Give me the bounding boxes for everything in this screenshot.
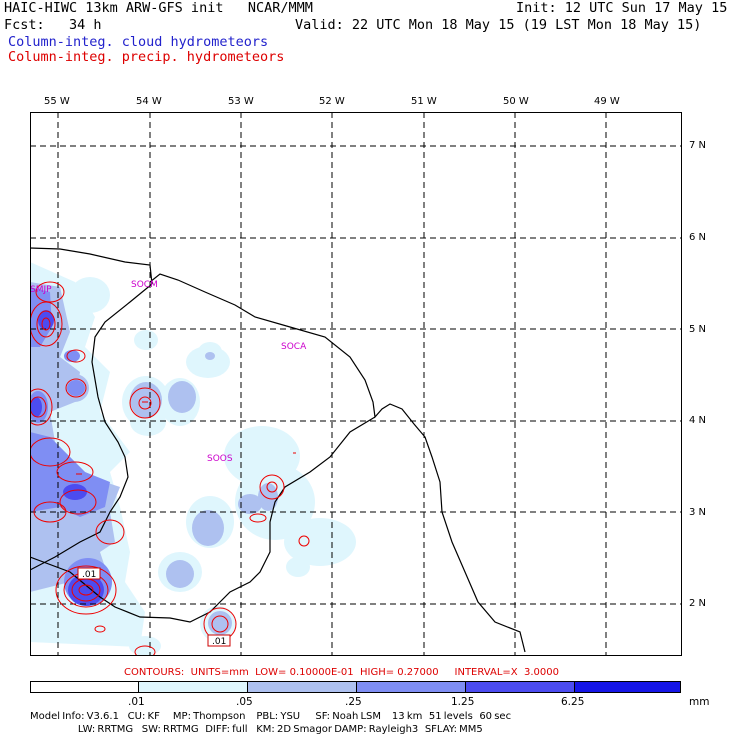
station-label: SOCM xyxy=(131,280,158,290)
cloud-area xyxy=(134,330,158,350)
precip-contour xyxy=(36,310,56,338)
suriname-border xyxy=(30,247,153,285)
legend-bin xyxy=(465,681,575,693)
precip-contour xyxy=(65,378,87,398)
precip-contour xyxy=(35,281,65,303)
cloud-area xyxy=(38,310,54,330)
precip-contour xyxy=(266,481,278,493)
map-boundaries xyxy=(30,247,526,653)
precip-contour xyxy=(30,396,47,418)
precip-contour xyxy=(95,519,125,545)
cloud-area xyxy=(258,483,278,511)
precip-contours xyxy=(30,281,310,656)
contour-label: .01 xyxy=(82,570,96,580)
cloud-area xyxy=(63,484,87,500)
legend-bin xyxy=(138,681,248,693)
contour-info: CONTOURS: UNITS=mm LOW= 0.10000E-01 HIGH… xyxy=(124,667,559,678)
cloud-area xyxy=(64,350,80,362)
lon-label: 52 W xyxy=(319,96,345,107)
cloud-area xyxy=(168,381,196,413)
legend-bin xyxy=(574,681,681,693)
contour-label-box xyxy=(207,634,231,647)
lon-label: 50 W xyxy=(503,96,529,107)
cloud-area xyxy=(70,277,110,313)
lat-label: 6 N xyxy=(689,232,707,243)
precip-contour xyxy=(30,388,53,426)
cloud-area xyxy=(30,282,120,592)
markers xyxy=(76,401,296,475)
cloud-area xyxy=(238,494,262,514)
model-info-line2: LW: RRTMG SW: RRTMG DIFF: full KM: 2D Sm… xyxy=(30,724,483,735)
cloud-area xyxy=(166,560,194,588)
forecast-hour: Fcst: 34 h xyxy=(4,17,102,33)
precip-contour xyxy=(55,565,117,615)
precip-contour xyxy=(138,396,152,410)
precip-contour xyxy=(298,535,310,547)
precip-contour xyxy=(56,461,94,483)
cloud-area xyxy=(30,432,110,517)
legend-tick: 1.25 xyxy=(451,696,475,708)
legend-tick: .25 xyxy=(345,696,362,708)
legend-tick: .05 xyxy=(236,696,253,708)
station-label: SOOS xyxy=(207,454,233,464)
precip-contour xyxy=(66,349,86,363)
lat-label: 5 N xyxy=(689,324,707,335)
precip-contour xyxy=(41,317,51,331)
field-cloud-label: Column-integ. cloud hydrometeors xyxy=(8,34,269,50)
precip-contour xyxy=(33,501,67,523)
contour-label: .01 xyxy=(212,637,226,647)
precip-contour xyxy=(59,489,97,515)
station-label: SOCA xyxy=(281,342,307,352)
init-time: Init: 12 UTC Sun 17 May 15 xyxy=(516,0,728,16)
run-title: HAIC-HIWC 13km ARW-GFS init NCAR/MMM xyxy=(4,0,313,16)
lon-label: 54 W xyxy=(136,96,162,107)
lon-label: 55 W xyxy=(44,96,70,107)
lat-label: 2 N xyxy=(689,598,707,609)
cloud-shading xyxy=(30,262,356,656)
lat-label: 4 N xyxy=(689,415,707,426)
precip-contour xyxy=(30,437,71,467)
precip-contour xyxy=(78,584,94,596)
lon-label: 49 W xyxy=(594,96,620,107)
cloud-area xyxy=(30,397,42,417)
lat-label: 3 N xyxy=(689,507,707,518)
precip-contour xyxy=(134,645,156,656)
legend-bin xyxy=(30,681,139,693)
map-frame xyxy=(30,112,682,656)
contour-label-box xyxy=(77,567,101,580)
field-precip-label: Column-integ. precip. hydrometeors xyxy=(8,49,285,65)
precip-contour xyxy=(129,387,161,419)
cloud-area xyxy=(205,352,215,360)
legend-bin xyxy=(356,681,466,693)
legend-units: mm xyxy=(689,696,710,708)
legend-tick: 6.25 xyxy=(561,696,585,708)
station-label: SMJP xyxy=(30,285,52,295)
legend-bin xyxy=(247,681,357,693)
precip-contour xyxy=(94,625,106,633)
guyane-border xyxy=(149,273,526,653)
cloud-area xyxy=(284,518,356,566)
cloud-area xyxy=(192,510,224,546)
precip-contour xyxy=(259,474,285,500)
cloud-area xyxy=(67,380,85,396)
border-south xyxy=(30,416,376,623)
legend-tick: .01 xyxy=(128,696,145,708)
precip-contour xyxy=(249,513,267,523)
cloud-area xyxy=(286,557,310,577)
border-inner-west xyxy=(30,283,153,571)
lon-label: 53 W xyxy=(228,96,254,107)
cloud-area xyxy=(130,382,162,418)
lon-label: 51 W xyxy=(411,96,437,107)
precip-contour xyxy=(211,615,229,633)
valid-time: Valid: 22 UTC Mon 18 May 15 (19 LST Mon … xyxy=(295,17,702,33)
lat-lon-grid xyxy=(30,112,682,656)
lat-label: 7 N xyxy=(689,140,707,151)
model-info-line1: Model Info: V3.6.1 CU: KF MP: Thompson P… xyxy=(30,711,512,722)
map-panel: .01 .01 SMJP SOCM SOCA SOOS xyxy=(30,112,682,656)
